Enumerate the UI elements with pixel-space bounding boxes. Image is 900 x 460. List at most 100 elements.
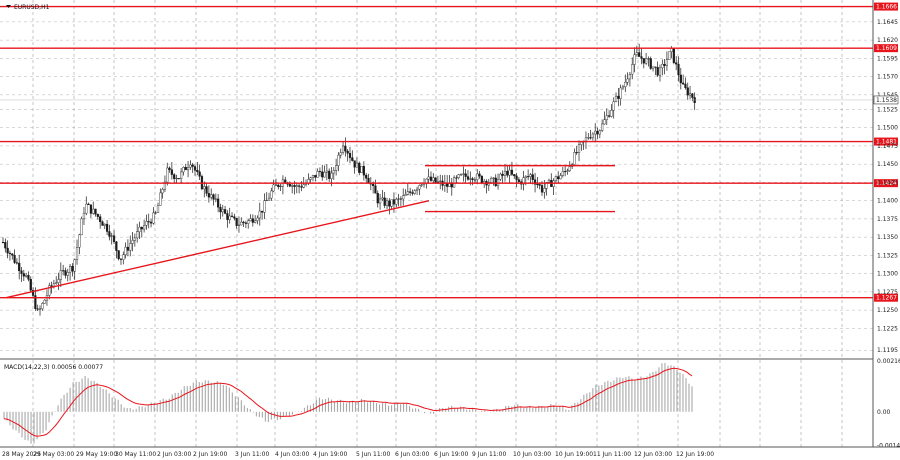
candle-body — [596, 130, 599, 135]
candle-body — [147, 221, 150, 223]
candle-body — [198, 171, 201, 177]
triangle-down-icon[interactable] — [6, 5, 11, 8]
candle-body — [383, 197, 386, 206]
candle-body — [594, 130, 597, 135]
candle-body — [610, 109, 613, 117]
candle-body — [154, 212, 157, 214]
price-tick-label: 1.1570 — [877, 74, 898, 81]
candle-body — [554, 176, 557, 182]
candle-body — [170, 169, 173, 175]
candle-body — [270, 190, 273, 199]
candle-body — [434, 177, 437, 183]
candle-body — [647, 58, 650, 60]
macd-signal-line — [3, 367, 693, 437]
candle-body — [156, 205, 160, 213]
candle-body — [254, 220, 257, 223]
candle-body — [25, 275, 28, 277]
candle-body — [332, 170, 335, 174]
candle-body — [73, 259, 76, 272]
candle-body — [503, 170, 507, 176]
candle-body — [68, 266, 72, 273]
candle-body — [619, 87, 622, 99]
candle-body — [406, 191, 409, 195]
candle-body — [589, 137, 592, 139]
candle-body — [397, 198, 400, 200]
candle-body — [175, 178, 178, 180]
candle-body — [191, 164, 194, 167]
candle-body — [59, 270, 62, 280]
candle-body — [4, 242, 7, 249]
candle-body — [415, 188, 419, 191]
candle-body — [494, 177, 497, 187]
candle-body — [478, 173, 481, 177]
macd-tick-label: -0.00143 — [877, 442, 900, 449]
candle-body — [193, 166, 197, 171]
candle-body — [223, 209, 227, 214]
candle-body — [533, 179, 537, 185]
candle-body — [626, 78, 629, 83]
candle-body — [684, 83, 687, 88]
candle-body — [131, 240, 134, 244]
candle-body — [469, 178, 472, 180]
candle-body — [439, 180, 442, 182]
candle-body — [293, 185, 296, 187]
candle-body — [214, 198, 217, 200]
candle-body — [226, 213, 229, 220]
candle-body — [52, 283, 55, 287]
price-tick-label: 1.1300 — [877, 271, 898, 278]
candle-body — [661, 63, 664, 69]
current-price-tag — [873, 95, 899, 105]
candle-body — [540, 185, 544, 193]
candle-body — [355, 162, 359, 168]
candle-body — [50, 285, 53, 287]
price-tick-label: 1.1400 — [877, 198, 898, 205]
candle-body — [219, 207, 222, 213]
level-tag — [874, 179, 898, 188]
candle-body — [628, 74, 632, 80]
candle-body — [649, 58, 652, 69]
candle-body — [182, 167, 185, 173]
candle-body — [605, 115, 608, 120]
candle-body — [103, 223, 106, 226]
candle-body — [180, 171, 183, 179]
candle-body — [374, 185, 377, 194]
candle-body — [668, 51, 671, 60]
candle-body — [559, 175, 562, 180]
candle-body — [392, 199, 396, 205]
candle-body — [573, 152, 576, 165]
candle-body — [633, 54, 636, 65]
candle-body — [6, 247, 9, 254]
candle-body — [353, 160, 356, 168]
candle-body — [459, 174, 463, 176]
candle-body — [43, 299, 46, 304]
time-tick-label: 2 Jun 03:00 — [157, 451, 191, 458]
candle-body — [203, 186, 206, 190]
candle-body — [476, 173, 479, 180]
candle-body — [314, 175, 317, 178]
candle-body — [584, 137, 588, 142]
candle-body — [108, 231, 111, 237]
candle-body — [186, 167, 190, 171]
chart-title: EURUSD,H1 — [14, 4, 50, 11]
candle-body — [300, 186, 303, 188]
candle-body — [591, 133, 594, 138]
time-tick-label: 11 Jun 11:00 — [593, 451, 631, 458]
price-tick-label: 1.1645 — [877, 19, 898, 26]
candle-body — [126, 246, 130, 251]
price-tick-label: 1.1595 — [877, 55, 898, 62]
candle-body — [112, 235, 116, 242]
candle-body — [448, 183, 451, 187]
candle-body — [96, 213, 99, 217]
candle-body — [143, 225, 146, 230]
candle-body — [80, 218, 83, 236]
candle-body — [688, 93, 692, 96]
price-tick-label: 1.1620 — [877, 37, 898, 44]
candle-body — [18, 262, 21, 272]
time-tick-label: 12 Jun 03:00 — [634, 451, 672, 458]
price-tick-label: 1.1250 — [877, 307, 898, 314]
candle-body — [575, 152, 578, 154]
candle-body — [279, 185, 282, 187]
candle-body — [138, 226, 141, 232]
